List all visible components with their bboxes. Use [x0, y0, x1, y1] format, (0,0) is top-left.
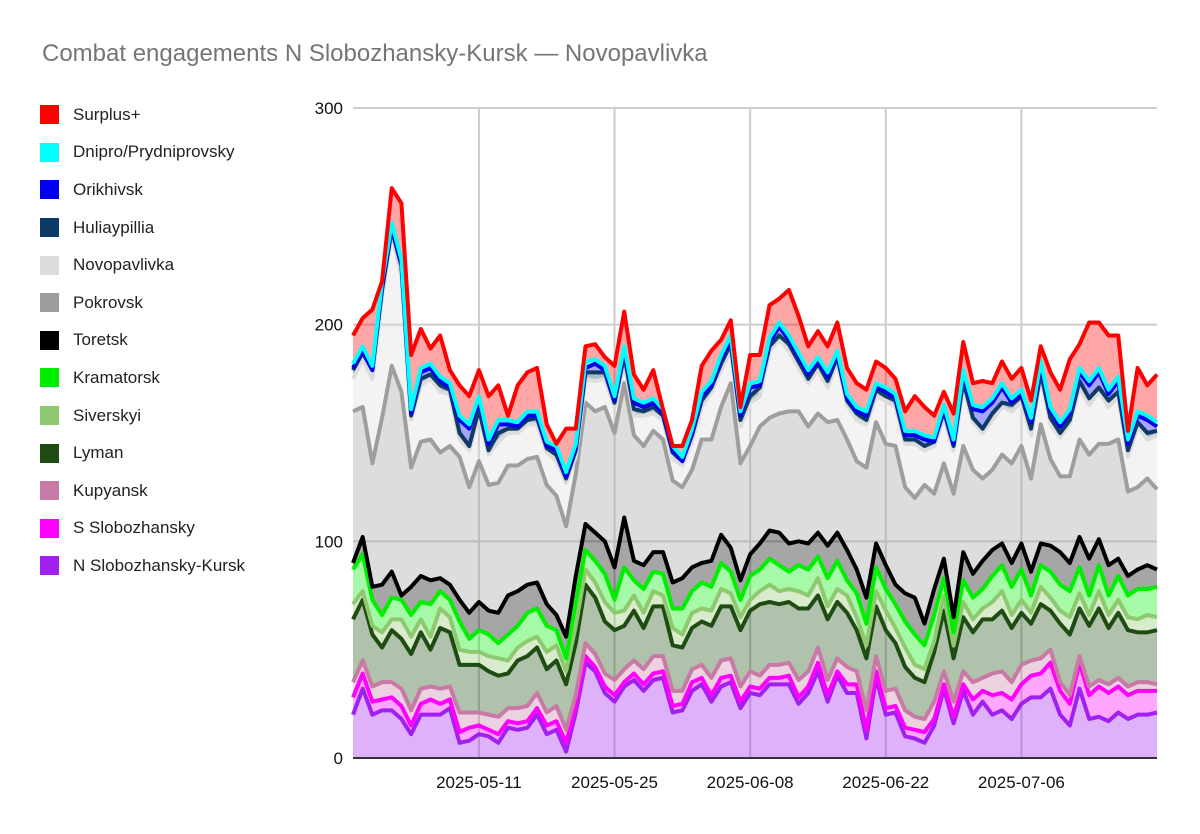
legend-swatch [40, 443, 59, 463]
legend-swatch [40, 330, 59, 350]
legend-item: Toretsk [40, 322, 245, 360]
line-kramatorsk [351, 548, 1158, 661]
legend-item: Huliaypillia [40, 209, 245, 247]
line-pokrovsk [352, 363, 1159, 529]
y-tick-label: 200 [315, 316, 343, 335]
x-tick-label: 2025-05-25 [571, 773, 658, 792]
legend-swatch [40, 518, 59, 538]
legend-item: Kramatorsk [40, 359, 245, 397]
legend-label: Novopavlivka [73, 255, 175, 275]
legend-swatch [40, 142, 59, 162]
legend-swatch [40, 481, 59, 501]
legend-item: Orikhivsk [40, 171, 245, 209]
legend-item: Pokrovsk [40, 284, 245, 322]
y-tick-label: 100 [315, 532, 343, 551]
legend-label: Kramatorsk [73, 367, 160, 387]
legend-label: Surplus+ [73, 104, 141, 124]
legend-label: Siverskyi [73, 405, 142, 425]
gridlines [353, 107, 1157, 758]
area-pokrovsk [353, 365, 1157, 637]
legend-swatch [40, 218, 59, 238]
legend-item: Siverskyi [40, 397, 245, 435]
axes: 0 100 200 300 2025-05-11 2025-05-25 2025-06-08… [315, 99, 1157, 792]
legend-label: Toretsk [73, 330, 128, 350]
legend-swatch [40, 255, 59, 275]
line-dnipro-prydniprovsky [351, 220, 1159, 474]
line-lyman [351, 582, 1158, 687]
legend-item: N Slobozhansky-Kursk [40, 547, 245, 585]
legend-swatch [40, 406, 59, 426]
legend-swatch [40, 105, 59, 125]
area-kramatorsk [353, 550, 1157, 672]
legend-label: Huliaypillia [73, 217, 155, 237]
legend-item: Kupyansk [40, 472, 245, 510]
area-novopavlivka [353, 233, 1157, 527]
legend-swatch [40, 556, 59, 576]
legend-item: Surplus+ [40, 96, 245, 134]
line-siverskyi [351, 567, 1158, 674]
area-toretsk [353, 517, 1157, 659]
x-tick-label: 2025-06-22 [842, 773, 929, 792]
line-kupyansk [351, 641, 1158, 732]
legend-label: S Slobozhansky [73, 518, 195, 538]
legend-item: Dnipro/Prydniprovsky [40, 134, 245, 172]
line-toretsk [351, 515, 1158, 639]
series-lines [351, 186, 1159, 754]
legend-swatch [40, 293, 59, 313]
area-n-slobozhansky-kursk [353, 662, 1157, 758]
line-s-slobozhansky [351, 654, 1157, 745]
x-tick-label: 2025-07-06 [978, 773, 1065, 792]
line-n-slobozhansky-kursk [351, 660, 1158, 754]
legend-label: N Slobozhansky-Kursk [73, 555, 245, 575]
line-surplus- [351, 186, 1159, 448]
legend-label: Dnipro/Prydniprovsky [73, 142, 235, 162]
legend-label: Pokrovsk [73, 292, 143, 312]
legend-item: S Slobozhansky [40, 510, 245, 548]
legend-item: Lyman [40, 434, 245, 472]
x-tick-label: 2025-05-11 [436, 773, 522, 792]
legend-item: Novopavlivka [40, 246, 245, 284]
legend-label: Lyman [73, 443, 124, 463]
legend-swatch [40, 180, 59, 200]
y-tick-label: 0 [334, 749, 343, 768]
area-siverskyi [353, 569, 1157, 685]
chart-title: Combat engagements N Slobozhansky-Kursk … [42, 40, 708, 67]
area-kupyansk [353, 643, 1157, 743]
legend-label: Orikhivsk [73, 179, 143, 199]
legend-swatch [40, 368, 59, 388]
x-tick-label: 2025-06-08 [707, 773, 794, 792]
y-tick-label: 300 [315, 99, 343, 118]
legend-label: Kupyansk [73, 480, 148, 500]
legend: Surplus+ Dnipro/Prydniprovsky Orikhivsk Hul… [40, 96, 245, 585]
area-s-slobozhansky [353, 656, 1157, 752]
